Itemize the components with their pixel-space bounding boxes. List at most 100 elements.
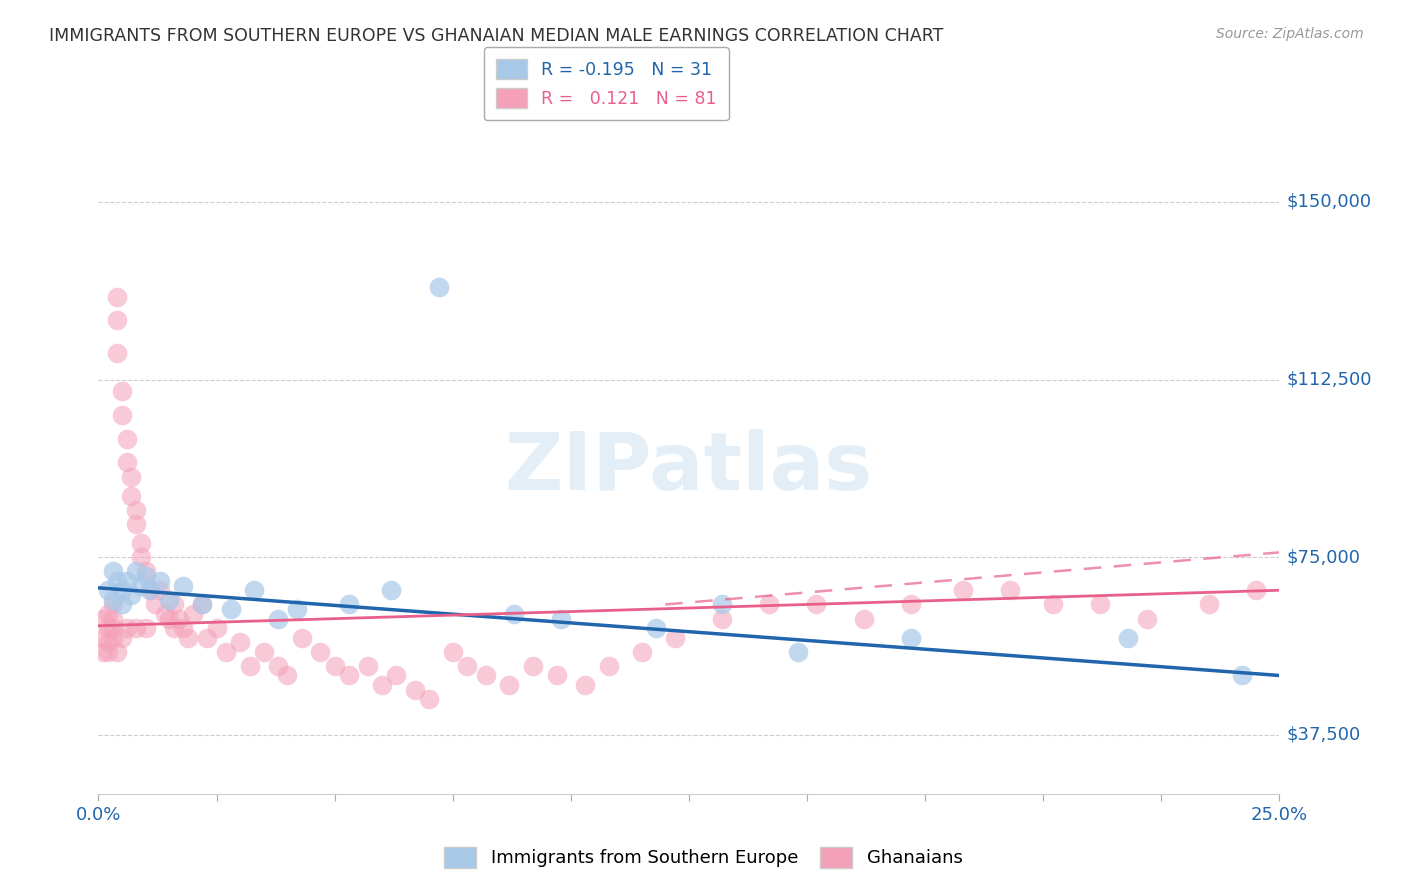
Point xyxy=(101,612,124,626)
Point xyxy=(125,621,148,635)
Point xyxy=(239,659,262,673)
Point xyxy=(191,598,214,612)
Point xyxy=(243,583,266,598)
Point xyxy=(97,645,120,659)
Point xyxy=(900,631,922,645)
Point xyxy=(101,564,124,578)
Point xyxy=(456,659,478,673)
Point xyxy=(121,588,143,602)
Point xyxy=(644,621,666,635)
Point xyxy=(172,621,194,635)
Point xyxy=(219,602,242,616)
Point xyxy=(143,598,166,612)
Point xyxy=(427,280,450,294)
Point xyxy=(111,598,134,612)
Point xyxy=(498,678,520,692)
Point xyxy=(598,659,620,673)
Point xyxy=(215,645,238,659)
Text: IMMIGRANTS FROM SOUTHERN EUROPE VS GHANAIAN MEDIAN MALE EARNINGS CORRELATION CHA: IMMIGRANTS FROM SOUTHERN EUROPE VS GHANA… xyxy=(49,27,943,45)
Point xyxy=(285,602,308,616)
Point xyxy=(1088,598,1111,612)
Point xyxy=(758,598,780,612)
Point xyxy=(1116,631,1139,645)
Point xyxy=(111,408,134,422)
Point xyxy=(111,631,134,645)
Point xyxy=(323,659,346,673)
Point xyxy=(101,621,124,635)
Legend: R = -0.195   N = 31, R =   0.121   N = 81: R = -0.195 N = 31, R = 0.121 N = 81 xyxy=(484,47,728,120)
Point xyxy=(574,678,596,692)
Text: ZIPatlas: ZIPatlas xyxy=(505,429,873,508)
Point xyxy=(135,621,157,635)
Point xyxy=(172,578,194,592)
Point xyxy=(253,645,276,659)
Point xyxy=(129,578,152,592)
Point xyxy=(267,612,290,626)
Point xyxy=(115,621,138,635)
Text: $150,000: $150,000 xyxy=(1286,193,1372,211)
Point xyxy=(276,668,298,682)
Point xyxy=(139,583,162,598)
Point xyxy=(101,592,124,607)
Point xyxy=(546,668,568,682)
Point xyxy=(711,612,734,626)
Point xyxy=(135,569,157,583)
Point xyxy=(121,489,143,503)
Point xyxy=(952,583,974,598)
Point xyxy=(503,607,526,621)
Point xyxy=(121,469,143,483)
Point xyxy=(129,536,152,550)
Point xyxy=(418,692,440,706)
Point xyxy=(163,621,186,635)
Point xyxy=(900,598,922,612)
Point xyxy=(195,631,218,645)
Point xyxy=(998,583,1021,598)
Point xyxy=(205,621,228,635)
Point xyxy=(1136,612,1159,626)
Point xyxy=(380,583,402,598)
Point xyxy=(441,645,464,659)
Point xyxy=(550,612,572,626)
Point xyxy=(167,612,190,626)
Point xyxy=(163,598,186,612)
Point xyxy=(786,645,808,659)
Legend: Immigrants from Southern Europe, Ghanaians: Immigrants from Southern Europe, Ghanaia… xyxy=(433,836,973,879)
Point xyxy=(97,607,120,621)
Point xyxy=(125,564,148,578)
Point xyxy=(91,631,114,645)
Point xyxy=(105,313,128,327)
Point xyxy=(111,583,134,598)
Point xyxy=(105,346,128,360)
Point xyxy=(806,598,828,612)
Point xyxy=(852,612,875,626)
Point xyxy=(475,668,498,682)
Point xyxy=(91,612,114,626)
Point xyxy=(191,598,214,612)
Point xyxy=(385,668,408,682)
Point xyxy=(267,659,290,673)
Point xyxy=(711,598,734,612)
Point xyxy=(664,631,686,645)
Point xyxy=(111,384,134,399)
Point xyxy=(115,455,138,469)
Point xyxy=(157,592,180,607)
Point xyxy=(149,574,172,588)
Point xyxy=(1198,598,1220,612)
Point xyxy=(97,621,120,635)
Point xyxy=(125,516,148,531)
Point xyxy=(337,668,360,682)
Point xyxy=(97,635,120,649)
Point xyxy=(153,607,176,621)
Point xyxy=(337,598,360,612)
Point xyxy=(1244,583,1267,598)
Text: Source: ZipAtlas.com: Source: ZipAtlas.com xyxy=(1216,27,1364,41)
Point xyxy=(91,645,114,659)
Point xyxy=(125,502,148,516)
Point xyxy=(105,645,128,659)
Point xyxy=(1230,668,1253,682)
Point xyxy=(129,550,152,565)
Point xyxy=(101,631,124,645)
Point xyxy=(149,583,172,598)
Point xyxy=(630,645,652,659)
Point xyxy=(139,583,162,598)
